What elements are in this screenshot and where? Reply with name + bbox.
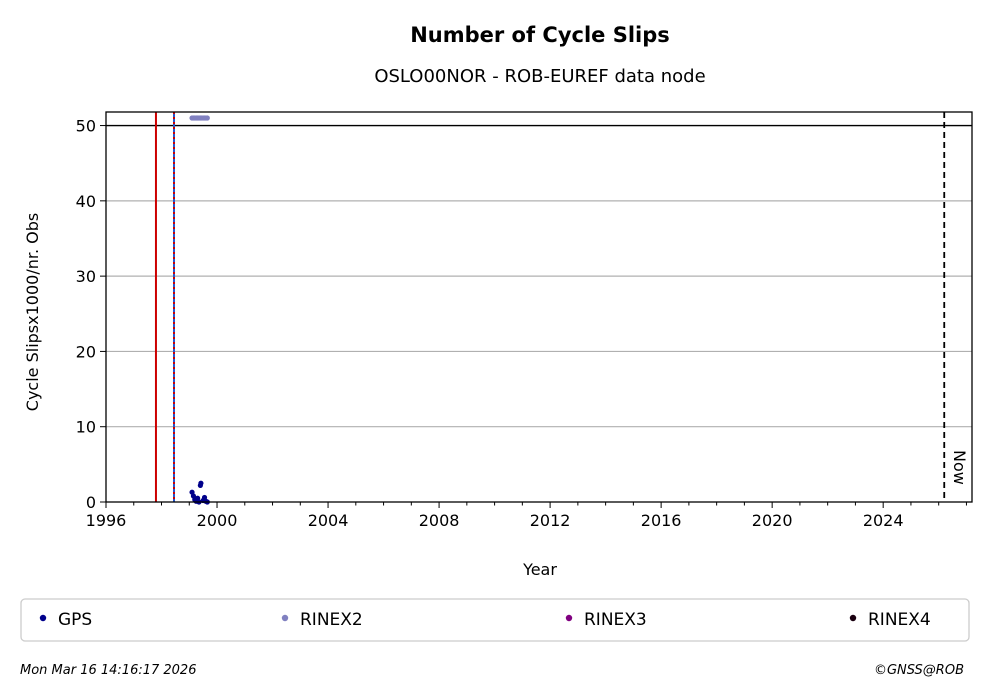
- legend-label-rinex2: RINEX2: [300, 610, 363, 630]
- legend-label-gps: GPS: [58, 610, 92, 630]
- x-tick-label: 2020: [752, 511, 793, 530]
- x-tick-label: 2024: [863, 511, 904, 530]
- data-point-rinex2: [204, 115, 210, 121]
- y-tick-label: 20: [76, 342, 96, 361]
- data-point-gps: [198, 480, 204, 486]
- chart-title: Number of Cycle Slips: [410, 23, 670, 47]
- plot-frame: [105, 111, 973, 503]
- footer-timestamp: Mon Mar 16 14:16:17 2026: [20, 663, 196, 678]
- x-tick-label: 1996: [86, 511, 127, 530]
- y-tick-label: 0: [86, 493, 96, 512]
- reference-lines: [106, 112, 972, 502]
- x-axis-label: Year: [522, 560, 557, 579]
- legend-label-rinex4: RINEX4: [868, 610, 931, 630]
- footer-credit: ©GNSS@ROB: [874, 663, 964, 678]
- x-tick-label: 2012: [530, 511, 571, 530]
- y-tick-label: 10: [76, 418, 96, 437]
- y-tick-label: 40: [76, 192, 96, 211]
- legend-marker-gps: [39, 614, 47, 622]
- legend-marker-rinex4: [849, 614, 857, 622]
- y-tick-label: 30: [76, 267, 96, 286]
- axis-ticks: 1996 2000 2004 2008 2012 2016 2020 2024 0 10 20 30 4…: [76, 117, 967, 530]
- x-tick-label: 2000: [197, 511, 238, 530]
- y-axis-label: Cycle Slipsx1000/nr. Obs: [23, 213, 42, 411]
- legend: GPS RINEX2 RINEX3 RINEX4: [20, 598, 970, 642]
- now-label: Now: [950, 450, 969, 485]
- x-tick-label: 2016: [641, 511, 682, 530]
- grid-layer: [106, 124, 972, 428]
- x-tick-label: 2008: [419, 511, 460, 530]
- legend-box: [20, 598, 970, 642]
- legend-label-rinex3: RINEX3: [584, 610, 647, 630]
- chart-subtitle: OSLO00NOR - ROB-EUREF data node: [374, 66, 705, 87]
- legend-marker-rinex3: [565, 614, 573, 622]
- plot-area: 1996 2000 2004 2008 2012 2016 2020 2024 0 10 20 30 4…: [76, 111, 973, 530]
- data-points: [189, 115, 210, 505]
- x-tick-label: 2004: [308, 511, 349, 530]
- legend-marker-rinex2: [281, 614, 289, 622]
- y-tick-label: 50: [76, 117, 96, 136]
